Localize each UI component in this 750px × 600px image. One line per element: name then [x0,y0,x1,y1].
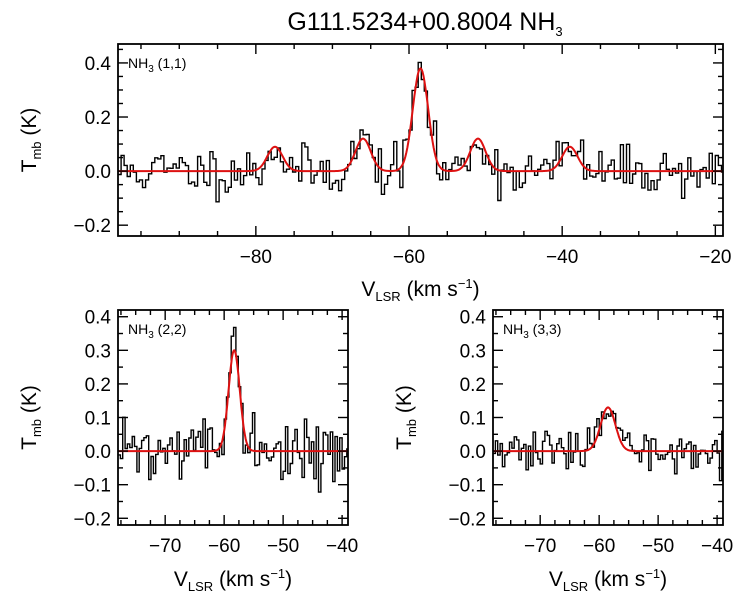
ytick-label: −0.2 [73,509,111,530]
ytick-label: 0.1 [85,409,111,430]
ytick-label: 0.3 [460,341,486,362]
ytick-label: 0.0 [460,442,486,463]
plot-frame-p33 [492,309,724,526]
ytick-label: 0.0 [85,442,111,463]
y-axis-label-p11: Tmb (K) [18,108,44,173]
ytick-label: −0.2 [73,216,111,237]
plot-frame-p22 [117,309,349,526]
fit-curve-p22 [118,349,348,453]
ytick-label: 0.2 [85,108,111,129]
ytick-label: −0.1 [73,476,111,497]
y-axis-label-p33: Tmb (K) [393,385,419,450]
xtick-label: −70 [524,536,556,557]
xtick-label: −40 [546,247,578,268]
ytick-label: 0.3 [85,341,111,362]
xtick-label: −70 [149,536,181,557]
xtick-label: −50 [267,536,299,557]
spectrum-p22 [118,326,348,493]
x-axis-label-p33: VLSR (km s−1) [549,566,667,594]
panel-p33: −70 −60 −50 −40 −0.2 −0.1 0.0 0.1 0.2 0.3 0.4 NH3 (… [393,308,733,594]
ytick-label: 0.1 [460,409,486,430]
figure-title: G111.5234+00.8004 NH3 [287,8,562,39]
x-axis-label-p11: VLSR (km s−1) [361,276,479,304]
xtick-label: −50 [642,536,674,557]
ytick-label: 0.2 [460,375,486,396]
fit-curve-p33 [493,406,723,453]
xtick-label: −40 [326,536,358,557]
ytick-label: −0.1 [448,476,486,497]
ytick-label: 0.0 [85,162,111,183]
ytick-label: 0.4 [85,308,112,329]
ytick-label: 0.4 [85,54,112,75]
panel-p22: −70 −60 −50 −40 −0.2 −0.1 0.0 0.1 0.2 0.3 0.4 NH3 (… [18,308,358,594]
ytick-label: −0.2 [448,509,486,530]
y-axis-label-p22: Tmb (K) [18,385,44,450]
plot-frame-p11 [117,43,724,237]
ytick-label: 0.2 [85,375,111,396]
xtick-label: −60 [208,536,240,557]
line-label-p22: NH3 (2,2) [128,321,186,341]
xtick-label: −20 [699,247,731,268]
spectrum-p33 [493,410,723,482]
spectrum-p11 [118,61,723,203]
ytick-label: 0.4 [460,308,487,329]
panel-p11: −80 −60 −40 −20 −0.2 0.0 0.2 0.4 NH3 (1,1) VLSR (… [18,43,731,304]
line-label-p33: NH3 (3,3) [503,321,561,341]
xtick-label: −60 [393,247,425,268]
xtick-label: −60 [583,536,615,557]
fit-curve-p11 [118,66,723,173]
x-axis-label-p22: VLSR (km s−1) [174,566,292,594]
xtick-label: −40 [701,536,733,557]
xtick-label: −80 [240,247,272,268]
line-label-p11: NH3 (1,1) [128,55,186,75]
